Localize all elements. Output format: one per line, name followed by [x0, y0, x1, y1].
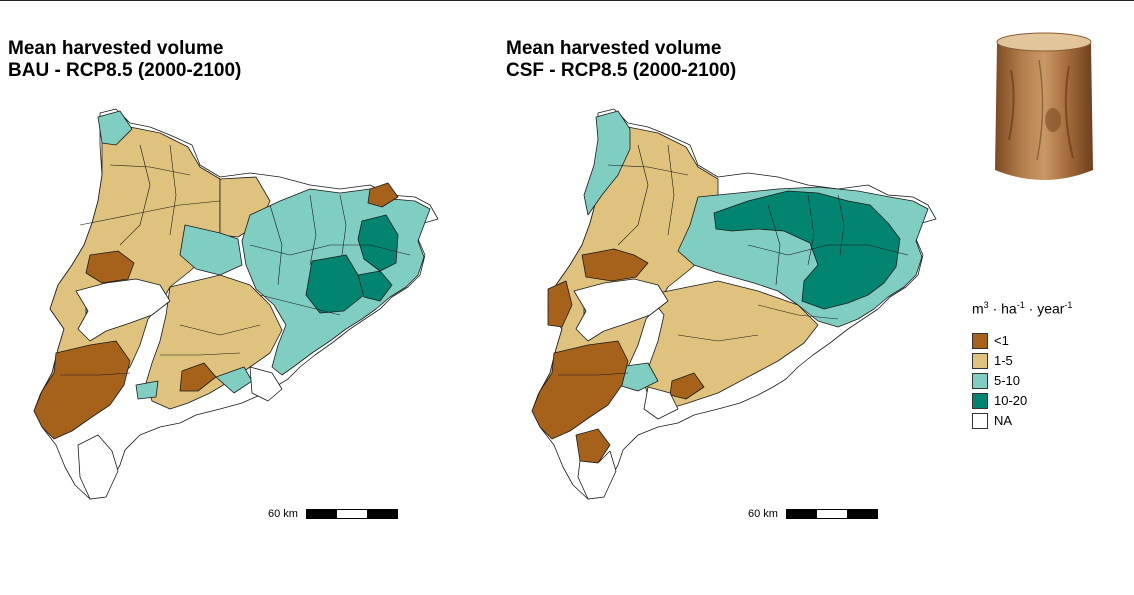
legend-swatch: [972, 412, 988, 429]
region-teal-south: [135, 380, 159, 400]
region-na-ebro: [573, 278, 669, 342]
legend-unit: m3 · ha-1 · year-1: [972, 300, 1073, 317]
region-brown-west: [85, 250, 135, 284]
region-darkteal-2: [357, 214, 399, 272]
region-brown-west: [581, 248, 649, 282]
map-title-bau: Mean harvested volume BAU - RCP8.5 (2000…: [8, 38, 241, 82]
legend-label: 10-20: [994, 393, 1028, 409]
legend-label: 5-10: [994, 373, 1021, 389]
region-na-ebro: [75, 278, 171, 342]
region-tan-south: [145, 274, 283, 410]
catalonia-map-csf: [531, 108, 937, 500]
legend-label: 1-5: [994, 353, 1013, 369]
region-na-delta: [577, 450, 617, 500]
legend-swatch: [972, 332, 988, 349]
top-border-line: [0, 0, 1134, 1]
scale-bar-graphic: [305, 509, 398, 519]
scale-bar-right: 60 km: [748, 508, 878, 520]
wood-log-image: [995, 32, 1093, 180]
map-title-line1: Mean harvested volume: [8, 38, 224, 59]
scale-bar-left: 60 km: [268, 508, 398, 520]
region-na-coast: [643, 386, 679, 420]
legend-label: NA: [994, 413, 1013, 429]
scale-bar-graphic: [785, 509, 878, 519]
legend-label: <1: [994, 333, 1009, 349]
region-teal-north: [97, 110, 133, 146]
region-na-coast: [249, 366, 283, 402]
legend-item: <1: [972, 331, 1072, 351]
legend-item: 5-10: [972, 371, 1072, 391]
legend-swatch: [972, 372, 988, 389]
legend-swatch: [972, 352, 988, 369]
map-title-csf: Mean harvested volume CSF - RCP8.5 (2000…: [506, 38, 736, 82]
legend-item: 1-5: [972, 351, 1072, 371]
scale-bar-label: 60 km: [748, 508, 778, 520]
map-title-line2: BAU - RCP8.5 (2000-2100): [8, 60, 242, 81]
region-brown-delta: [575, 428, 611, 464]
region-brown-ne: [367, 182, 399, 208]
region-darkteal-1: [713, 190, 901, 310]
region-teal-northwest: [583, 110, 631, 216]
region-brown-small: [547, 280, 573, 328]
region-darkteal-1: [305, 254, 365, 314]
catalonia-map-bau: [33, 108, 439, 500]
region-brown-coast: [179, 362, 217, 392]
scale-bar-label: 60 km: [268, 508, 298, 520]
legend-item: NA: [972, 411, 1072, 431]
region-brown-south: [531, 340, 629, 440]
region-darkteal-3: [357, 270, 393, 302]
map-title-line1: Mean harvested volume: [506, 38, 722, 59]
map-title-line2: CSF - RCP8.5 (2000-2100): [506, 60, 737, 81]
region-teal-west: [179, 224, 243, 276]
legend-item: 10-20: [972, 391, 1072, 411]
map-legend: m3 · ha-1 · year-1 <1 1-5 5-10 10-20 NA: [972, 300, 1072, 431]
region-brown-coast: [669, 372, 705, 400]
region-na-delta: [77, 434, 119, 500]
legend-swatch: [972, 392, 988, 409]
region-brown-south: [33, 340, 131, 440]
